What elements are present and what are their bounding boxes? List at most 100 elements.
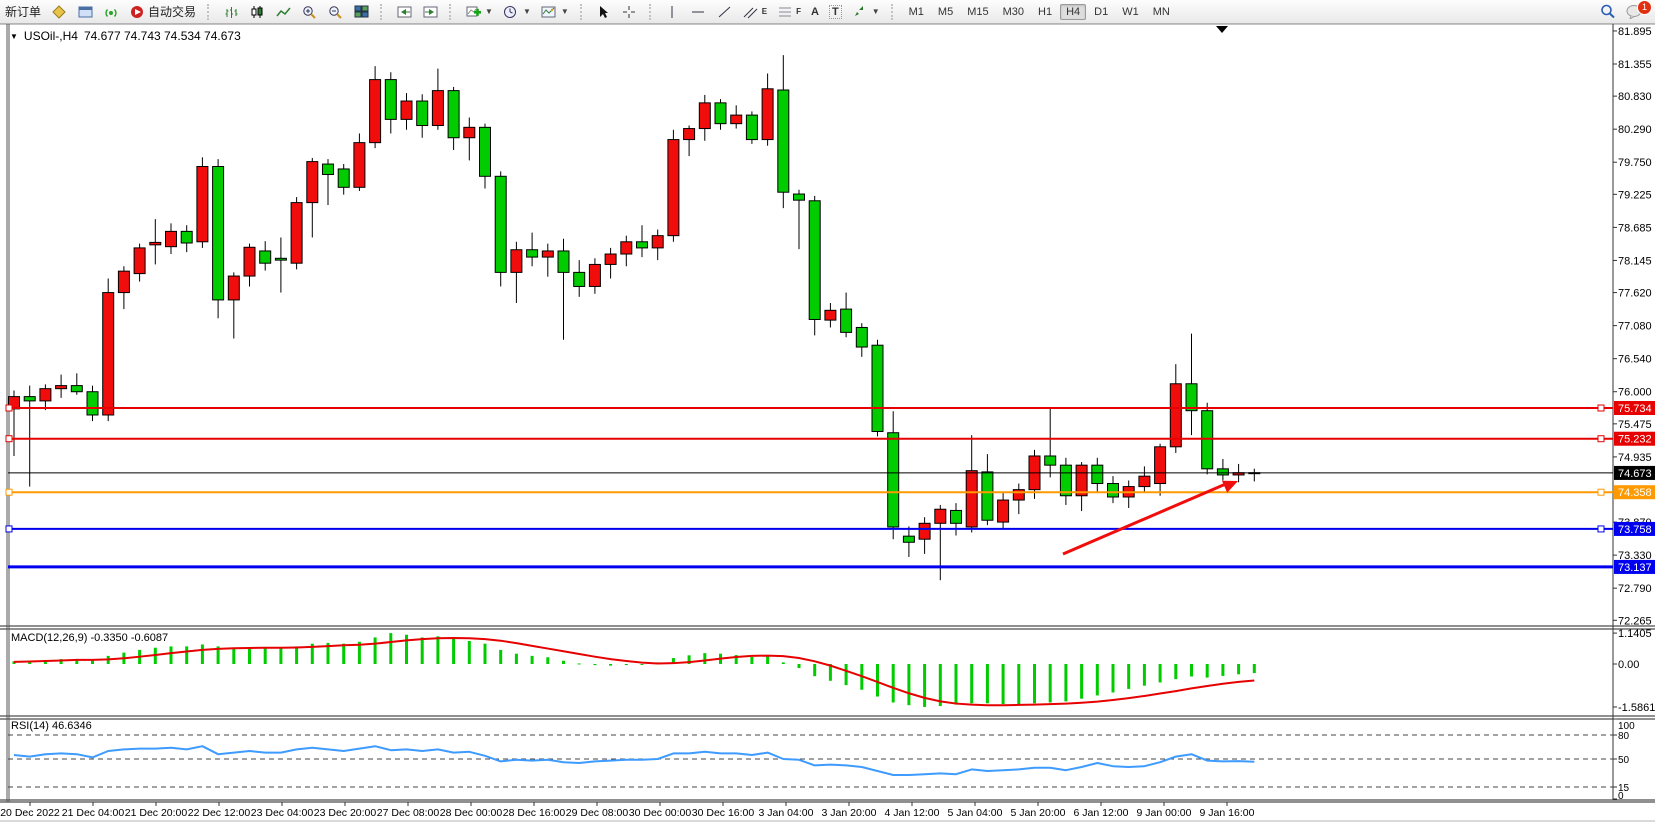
timeframe-button-m5[interactable]: M5	[937, 5, 954, 18]
chart-window-icon	[77, 4, 93, 19]
horizontal-line-tool-button[interactable]	[686, 3, 712, 21]
notifications-button[interactable]: 1	[1621, 0, 1652, 21]
signals-button[interactable]	[98, 3, 124, 21]
arrow-shapes-icon	[852, 4, 868, 19]
current-price-line[interactable]: 74.673	[8, 465, 1655, 480]
dropdown-caret-icon: ▼	[871, 7, 880, 16]
support-line-orange[interactable]: 74.358	[5, 485, 1655, 500]
zoom-in-button[interactable]	[296, 3, 322, 21]
macd-indicator-label: MACD(12,26,9) -0.3350 -0.6087	[11, 632, 169, 644]
resistance-line-2[interactable]: 75.232	[5, 431, 1655, 446]
trendline-tool-button[interactable]	[712, 3, 738, 21]
text-tool-button[interactable]: A	[806, 3, 824, 21]
candle-body	[416, 100, 429, 127]
candle-body	[1169, 383, 1182, 448]
candle-body	[840, 308, 853, 333]
price-axis[interactable]: 81.895 81.355 80.830 80.290 79.750 79.225 78.6…	[1613, 26, 1652, 627]
autotrade-button[interactable]: 自动交易	[124, 3, 201, 21]
timeframes-menu-button[interactable]: ▼	[498, 3, 536, 21]
chart-shift-marker[interactable]	[1216, 26, 1228, 33]
candle-body	[997, 499, 1010, 523]
crosshair-tool-button[interactable]	[617, 3, 643, 21]
symbol-selector-icon[interactable]: ▼	[10, 31, 18, 41]
bar-chart-button[interactable]	[218, 3, 244, 21]
timeframe-button-m1[interactable]: M1	[908, 5, 924, 18]
timeframe-button-w1[interactable]: W1	[1122, 5, 1139, 18]
timeframe-button-d1[interactable]: D1	[1094, 5, 1109, 18]
channel-tool-button[interactable]: E	[738, 3, 772, 21]
macd-histogram-bar	[593, 664, 597, 666]
arrows-tool-button[interactable]: ▼	[847, 3, 885, 21]
macd-histogram-bar	[75, 659, 79, 664]
macd-histogram-bar	[185, 646, 189, 664]
candle-body	[824, 309, 837, 321]
macd-histogram-bar	[483, 643, 487, 664]
candle-body	[384, 79, 397, 120]
support-line-blue-1[interactable]: 73.758	[5, 521, 1655, 536]
fibonacci-tool-button[interactable]: F	[772, 3, 806, 21]
candle-body	[337, 168, 350, 188]
zoom-out-button[interactable]	[322, 3, 348, 21]
macd-histogram-bar	[797, 664, 801, 669]
candle-body	[714, 102, 727, 125]
candle-body	[965, 470, 978, 528]
candlestick-chart-button[interactable]	[244, 3, 270, 21]
macd-histogram-bar	[671, 658, 675, 664]
macd-histogram-bar	[828, 664, 832, 681]
macd-histogram-bar	[1064, 664, 1068, 702]
cursor-tool-button[interactable]	[591, 3, 617, 21]
resistance-line-1[interactable]: 75.734	[5, 401, 1655, 415]
macd-histogram-bar	[420, 637, 424, 664]
vertical-line-icon	[665, 4, 681, 19]
candle-body	[855, 326, 868, 348]
dropdown-caret-icon: ▼	[485, 7, 493, 16]
profiles-button[interactable]	[72, 3, 98, 21]
time-tick-label: 3 Jan 20:00	[822, 807, 877, 819]
candle-body	[259, 250, 272, 264]
macd-histogram-bar	[1174, 664, 1178, 680]
timeframe-button-h4[interactable]: H4	[1060, 3, 1087, 20]
rsi-axis-label: 80	[1618, 731, 1630, 742]
new-order-button[interactable]: 新订单	[0, 3, 46, 21]
macd-histogram-bar	[389, 633, 393, 664]
macd-histogram-bar	[1158, 664, 1162, 683]
timeframe-button-h1[interactable]: H1	[1038, 5, 1053, 18]
macd-histogram-bar	[546, 657, 550, 664]
macd-histogram-bar	[373, 637, 377, 664]
candle-body	[102, 292, 115, 416]
chart-shift-button[interactable]	[417, 3, 443, 21]
time-axis[interactable]: 20 Dec 2022 21 Dec 04:00 21 Dec 20:00 22 De…	[0, 802, 1255, 819]
macd-histogram-bar	[1127, 664, 1131, 689]
search-button[interactable]	[1595, 3, 1621, 21]
chart-canvas[interactable]: 81.895 81.355 80.830 80.290 79.750 79.225 78.6…	[0, 23, 1655, 824]
macd-histogram-bar	[577, 663, 581, 665]
templates-button[interactable]: ▼	[536, 3, 574, 21]
timeframe-button-m30[interactable]: M30	[1002, 5, 1025, 18]
toolbar-separator	[207, 3, 214, 20]
macd-signal-line	[13, 636, 1255, 707]
new-chart-button[interactable]	[46, 3, 72, 21]
candle-body	[463, 126, 476, 139]
auto-scroll-button[interactable]	[391, 3, 417, 21]
trend-arrow[interactable]	[1062, 480, 1238, 556]
zoom-in-icon	[301, 4, 317, 19]
tile-windows-button[interactable]	[348, 3, 374, 21]
vertical-line-tool-button[interactable]	[660, 3, 686, 21]
line-chart-button[interactable]	[270, 3, 296, 21]
text-label-tool-button[interactable]: T	[824, 3, 847, 21]
candles-layer	[8, 55, 1261, 581]
chart-area[interactable]: 81.895 81.355 80.830 80.290 79.750 79.225 78.6…	[0, 23, 1655, 824]
candle-body	[494, 175, 507, 273]
price-tick-label: 77.620	[1618, 288, 1652, 300]
text-tool-icon: A	[811, 5, 819, 18]
rsi-axis-label: 100	[1618, 721, 1635, 732]
add-indicator-button[interactable]: ▼	[460, 3, 498, 21]
timeframe-button-mn[interactable]: MN	[1152, 5, 1170, 18]
timeframe-button-m15[interactable]: M15	[967, 5, 989, 18]
support-line-blue-2[interactable]: 73.137	[8, 559, 1655, 574]
time-tick-label: 9 Jan 00:00	[1137, 807, 1192, 819]
macd-histogram-bar	[1033, 664, 1036, 704]
chart-symbol-period: USOil-,H4	[23, 29, 78, 43]
macd-histogram-bar	[703, 653, 707, 664]
candle-body	[557, 250, 570, 273]
